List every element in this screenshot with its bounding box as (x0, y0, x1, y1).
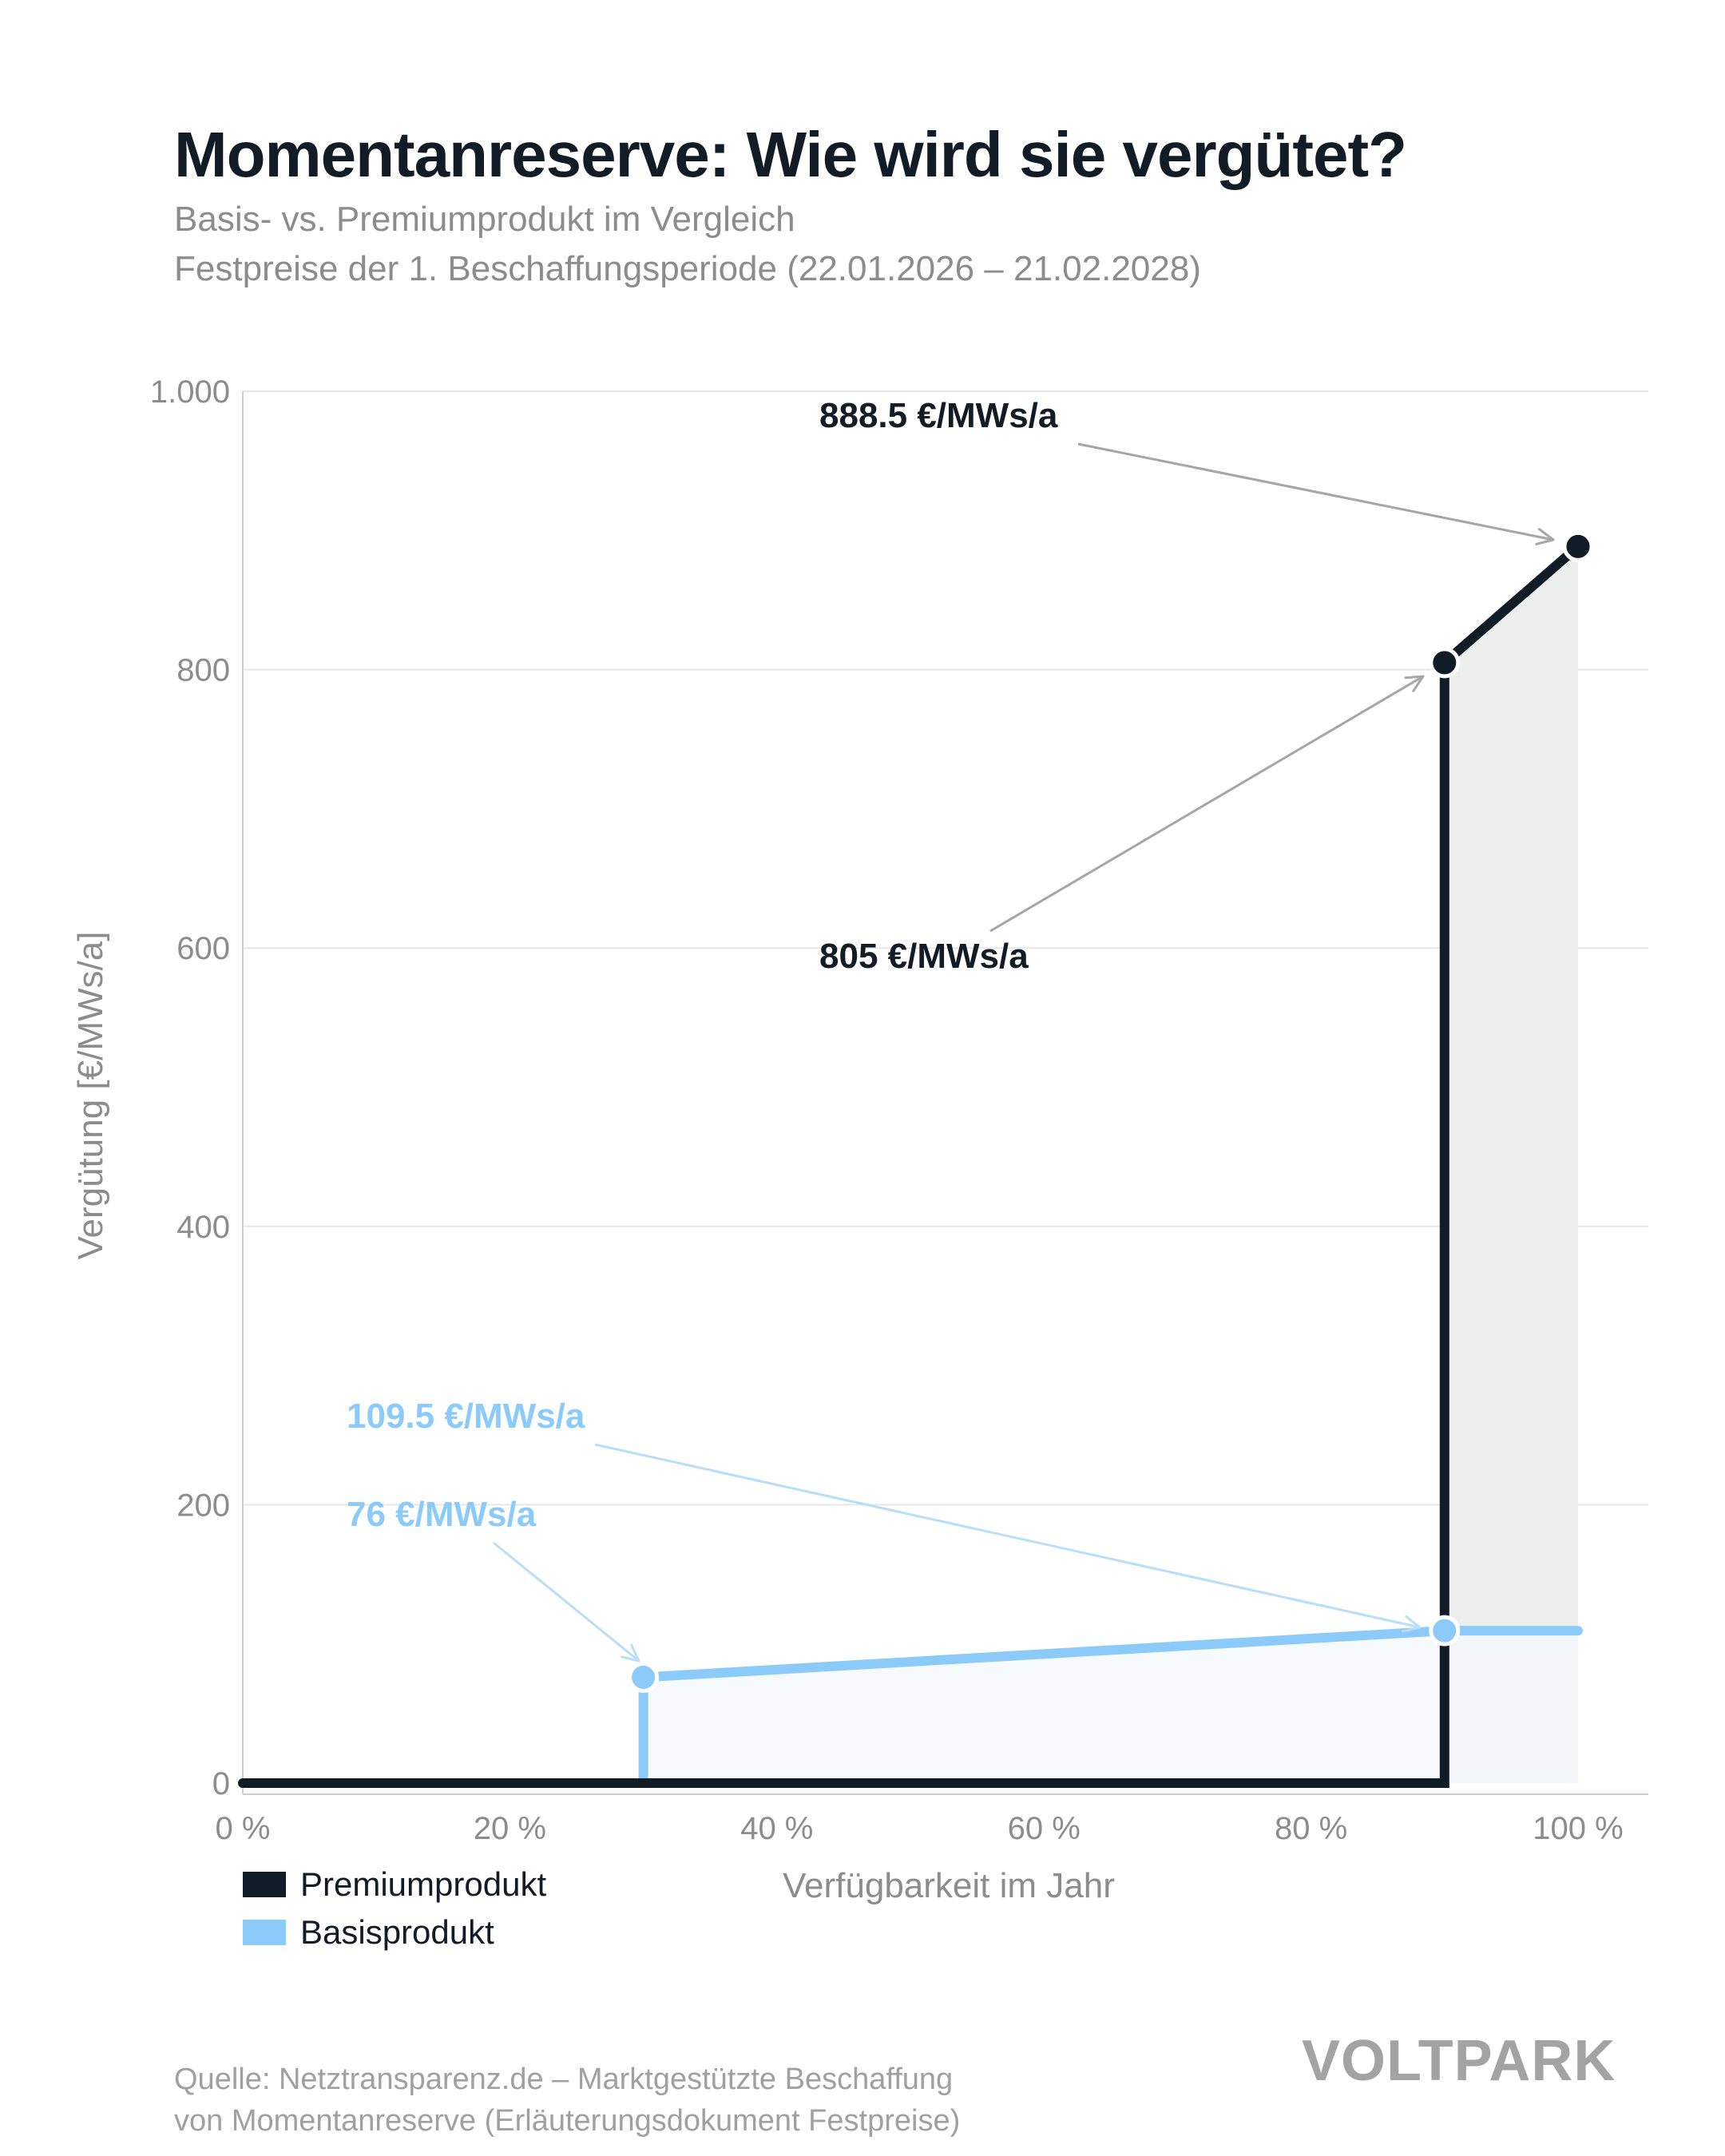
subtitle-primary: Basis- vs. Premiumprodukt im Vergleich (174, 200, 795, 239)
x-tick-label: 0 % (216, 1811, 271, 1846)
marker-point (1562, 530, 1594, 562)
legend: Premiumprodukt Basisprodukt (243, 1861, 546, 1956)
legend-swatch-basis (243, 1920, 286, 1945)
y-axis-label: Vergütung [€/MWs/a] (71, 932, 110, 1260)
legend-label-premium: Premiumprodukt (300, 1865, 547, 1903)
annotation-arrow (493, 1541, 640, 1663)
legend-label-basis: Basisprodukt (300, 1913, 494, 1951)
tick-labels: 0 200 400 600 800 1.000 0 % 20 % 40 % 60 % 80 % 100… (150, 375, 1624, 1846)
x-tick-label: 20 % (474, 1811, 546, 1846)
source-note: Quelle: Netztransparenz.de – Marktgestüt… (174, 2059, 1212, 2142)
axes (242, 391, 1648, 1795)
y-tick-label: 400 (176, 1210, 230, 1245)
annotation-arrows (493, 442, 1555, 1663)
annotation-arrowhead (1402, 1615, 1422, 1633)
area-0 (243, 546, 1578, 1783)
source-line-2: von Momentanreserve (Erläuterungsdokumen… (174, 2104, 961, 2138)
marker-point (1429, 1615, 1461, 1647)
annotation-label: 888.5 €/MWs/a (819, 396, 1058, 435)
y-tick-label: 600 (176, 931, 230, 966)
legend-swatch-premium (243, 1872, 286, 1897)
x-tick-label: 100 % (1533, 1811, 1623, 1846)
annotation-labels: 888.5 €/MWs/a 805 €/MWs/a 109.5 €/MWs/a 76 … (347, 396, 1058, 1534)
y-tick-label: 200 (176, 1488, 230, 1523)
page-title: Momentanreserve: Wie wird sie vergütet? (174, 119, 1407, 190)
source-line-1: Quelle: Netztransparenz.de – Marktgestüt… (174, 2063, 954, 2096)
legend-item-premium: Premiumprodukt (243, 1861, 546, 1908)
y-tick-label: 0 (212, 1766, 230, 1801)
legend-item-basis: Basisprodukt (243, 1908, 546, 1956)
x-tick-label: 60 % (1008, 1811, 1081, 1846)
annotation-label: 109.5 €/MWs/a (347, 1397, 585, 1436)
y-tick-label: 800 (176, 653, 230, 688)
series-markers (628, 530, 1594, 1694)
x-tick-label: 80 % (1275, 1811, 1347, 1846)
area-1 (243, 1631, 1578, 1783)
annotation-arrow (989, 675, 1424, 933)
x-axis-label: Verfügbarkeit im Jahr (783, 1866, 1115, 1905)
series-line-0 (238, 541, 1583, 1788)
voltpark-logo: VOLTPARK (1302, 2029, 1616, 2093)
annotation-label: 76 €/MWs/a (347, 1495, 537, 1534)
series-lines (238, 541, 1583, 1788)
grid (243, 390, 1648, 1506)
marker-point (1429, 647, 1461, 679)
annotation-arrowhead (1535, 528, 1555, 545)
annotation-arrowhead (1404, 675, 1425, 692)
marker-point (628, 1662, 660, 1694)
x-tick-label: 40 % (740, 1811, 813, 1846)
y-tick-label: 1.000 (150, 375, 230, 410)
annotation-arrow (594, 1443, 1421, 1629)
annotation-arrowhead (621, 1643, 640, 1663)
areas (243, 546, 1578, 1783)
annotation-arrow (1077, 442, 1554, 541)
annotation-label: 805 €/MWs/a (819, 937, 1029, 976)
subtitle-period: Festpreise der 1. Beschaffungsperiode (2… (174, 249, 1201, 288)
